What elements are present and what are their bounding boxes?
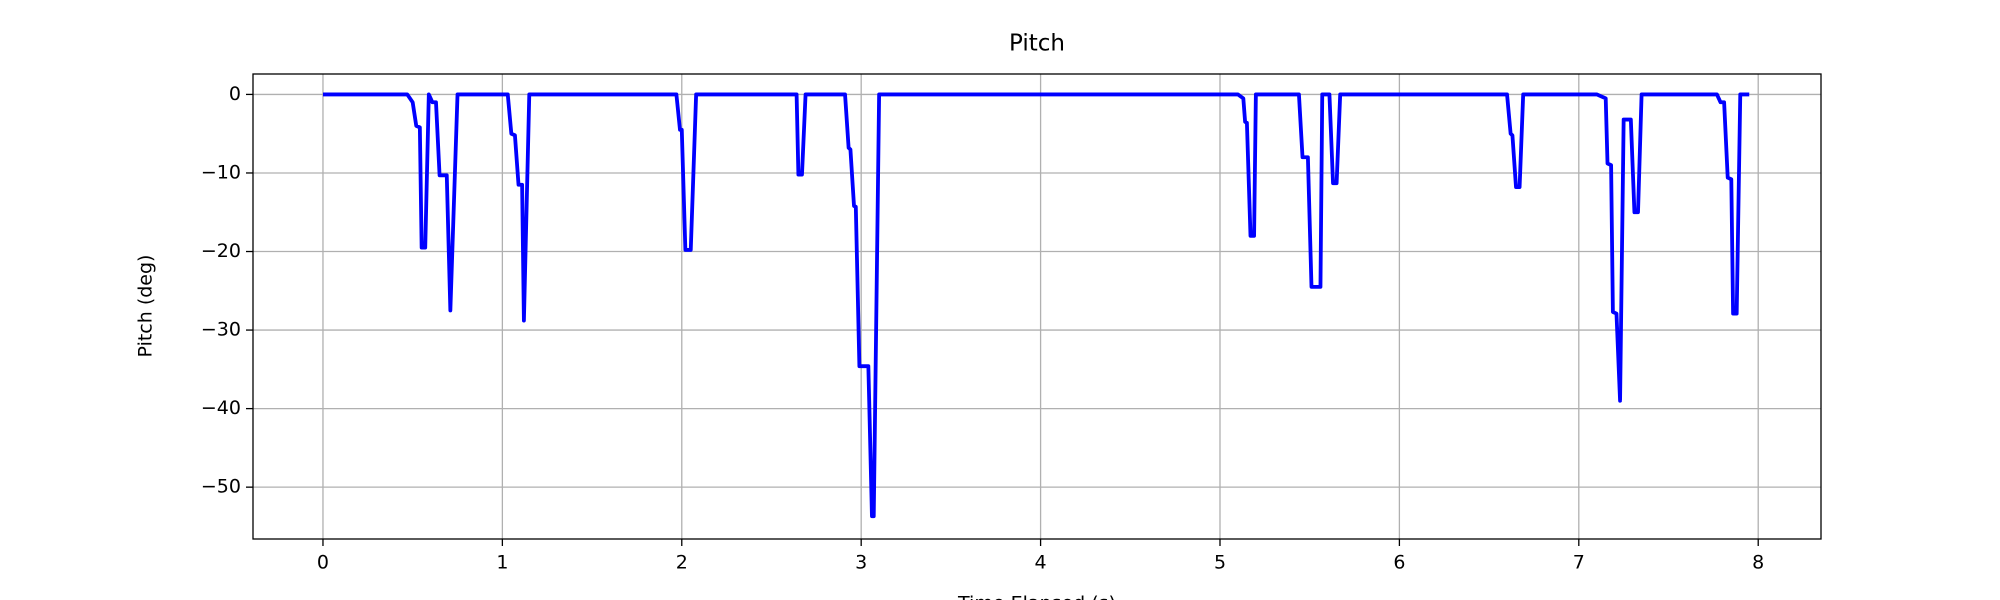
x-tick-label: 2	[676, 552, 688, 574]
y-tick-label: 0	[229, 83, 241, 105]
x-tick-label: 3	[855, 552, 867, 574]
x-tick-label: 0	[317, 552, 329, 574]
y-tick-label: −50	[201, 476, 241, 498]
y-tick-label: −10	[201, 161, 241, 183]
x-tick-label: 4	[1035, 552, 1047, 574]
y-axis-label: Pitch (deg)	[135, 255, 157, 358]
chart-title: Pitch	[1009, 31, 1065, 57]
y-tick-label: −40	[201, 397, 241, 419]
x-tick-label: 7	[1573, 552, 1585, 574]
x-tick-label: 6	[1393, 552, 1405, 574]
x-tick-label: 5	[1214, 552, 1226, 574]
x-tick-label: 1	[496, 552, 508, 574]
data-line	[322, 92, 1750, 519]
y-tick-label: −30	[201, 319, 241, 341]
y-tick-label: −20	[201, 240, 241, 262]
x-axis-label: Time Elapsed (s)	[957, 593, 1116, 600]
plot-frame	[252, 73, 1822, 540]
x-tick-label: 8	[1752, 552, 1764, 574]
